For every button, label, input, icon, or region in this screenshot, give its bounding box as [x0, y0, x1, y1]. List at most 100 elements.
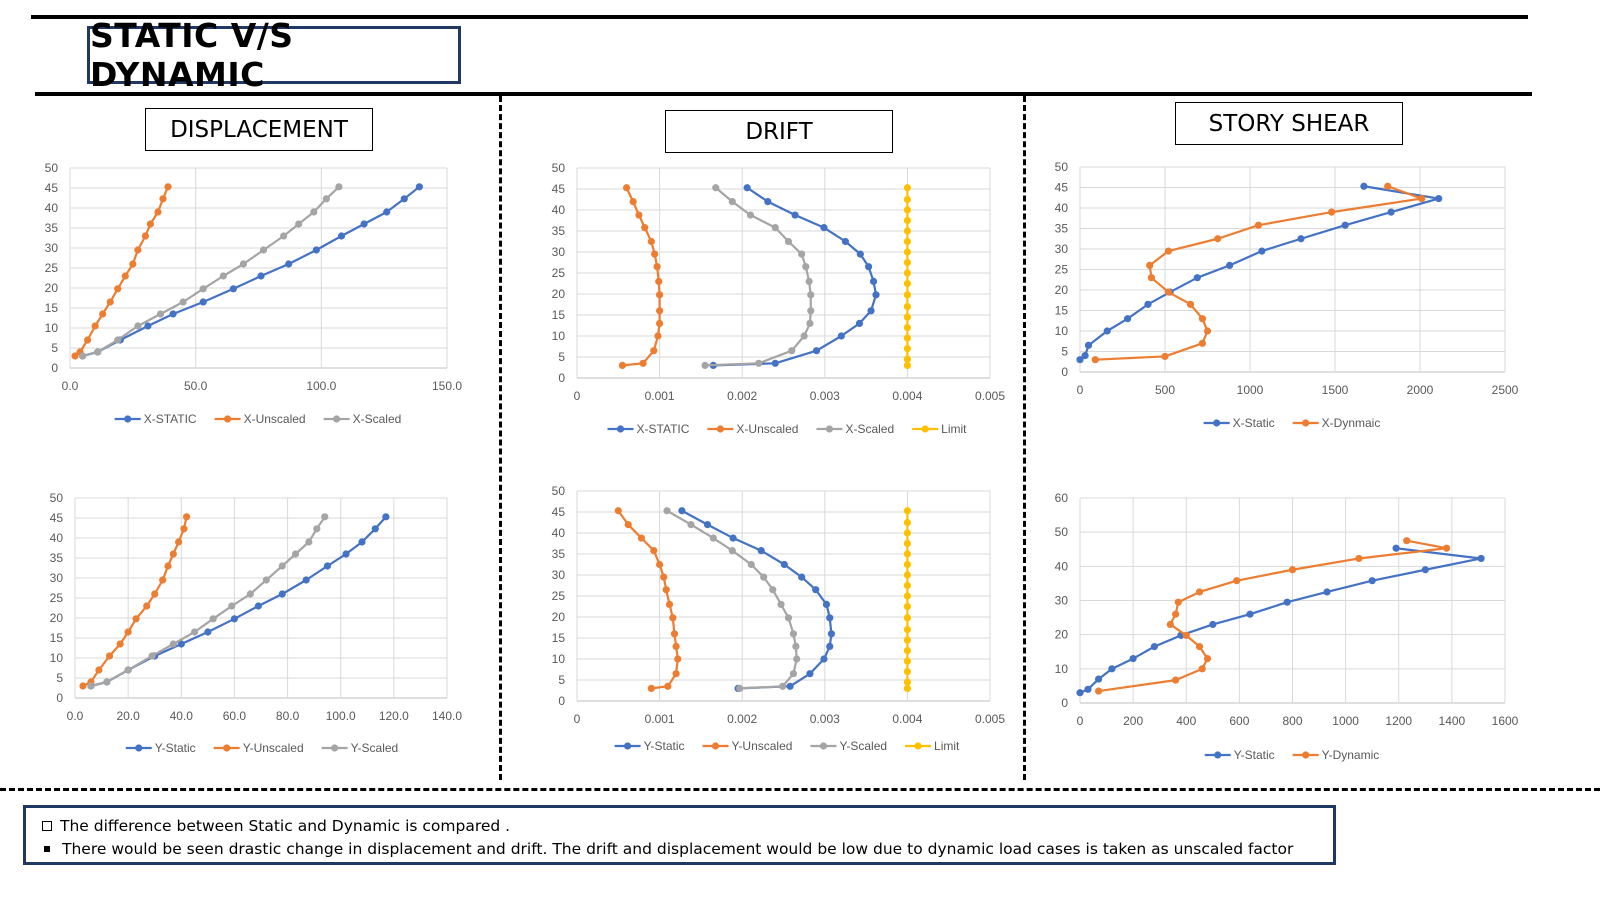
data-point [650, 547, 658, 555]
y-tick-label: 50 [552, 484, 566, 498]
legend: Y-Static Y-Unscaled Y-Scaled Limit [614, 739, 960, 753]
data-point [322, 195, 330, 203]
data-point [672, 642, 680, 650]
data-point [822, 600, 831, 608]
legend-item: Y-Static [125, 741, 196, 755]
data-point [1368, 577, 1376, 585]
x-tick-label: 0.003 [810, 389, 840, 403]
data-point [254, 602, 262, 610]
data-point [743, 184, 751, 192]
y-tick-label: 45 [45, 181, 59, 195]
data-point [239, 260, 248, 268]
legend-marker [331, 744, 339, 752]
legend-label: Limit [941, 422, 967, 436]
series-line [82, 186, 340, 358]
data-point [736, 684, 744, 692]
data-point [1166, 620, 1174, 629]
x-tick-label: 0.0 [62, 379, 79, 393]
data-point [116, 640, 124, 648]
data-point [903, 550, 911, 558]
legend-item: X-Dynmaic [1292, 416, 1380, 430]
data-point [1076, 689, 1084, 697]
y-tick-label: 40 [50, 531, 64, 545]
data-point [1186, 300, 1195, 308]
data-point [400, 195, 408, 203]
data-point [1198, 665, 1206, 673]
legend-marker [1302, 419, 1310, 427]
data-point [415, 183, 423, 191]
x-tick-label: 1000 [1332, 714, 1359, 728]
data-point [903, 560, 911, 569]
data-point [229, 285, 237, 293]
data-point [855, 319, 864, 327]
y-tick-label: 35 [552, 547, 566, 561]
legend-label: X-STATIC [637, 422, 690, 436]
data-point [1421, 566, 1429, 574]
data-point [637, 534, 646, 542]
data-point [169, 310, 177, 318]
legend-marker [914, 742, 922, 750]
legend-label: X-Scaled [845, 422, 894, 436]
data-point [337, 232, 346, 240]
data-point [159, 195, 167, 203]
data-point [1283, 598, 1291, 606]
y-tick-label: 50 [45, 161, 59, 175]
legend-label: X-Static [1233, 416, 1275, 430]
data-point [903, 334, 911, 342]
data-point [701, 361, 709, 369]
data-point [121, 272, 129, 280]
data-point [1403, 537, 1411, 545]
legend-item: X-Unscaled [214, 412, 306, 426]
data-point [1084, 341, 1093, 349]
data-point [291, 550, 300, 558]
data-point [310, 208, 318, 216]
data-point [1146, 261, 1154, 269]
data-point [903, 313, 911, 321]
data-point [903, 592, 911, 600]
data-point [618, 361, 627, 369]
data-point [1147, 274, 1155, 282]
data-point [1195, 588, 1204, 596]
data-point [259, 246, 268, 254]
y-tick-label: 30 [552, 245, 566, 259]
legend-item: Y-Scaled [810, 739, 887, 753]
data-point [757, 547, 765, 555]
data-point [903, 636, 911, 644]
x-tick-label: 60.0 [223, 709, 247, 723]
y-tick-label: 20 [45, 281, 59, 295]
data-point [151, 590, 159, 598]
data-point [806, 319, 814, 327]
data-point [1172, 676, 1180, 684]
data-point [1091, 356, 1099, 364]
legend-marker [223, 744, 231, 752]
legend-item: Y-Dynamic [1292, 748, 1379, 762]
x-tick-label: 20.0 [116, 709, 140, 723]
legend-item: X-Scaled [816, 422, 894, 436]
data-point [820, 655, 828, 663]
data-point [639, 359, 647, 367]
y-tick-label: 35 [1055, 222, 1069, 236]
data-point [154, 208, 162, 216]
data-point [903, 303, 911, 311]
data-point [156, 310, 165, 318]
data-point [257, 272, 265, 280]
series-line [1079, 185, 1440, 361]
data-point [653, 263, 661, 271]
data-point [903, 355, 911, 363]
data-point [780, 560, 788, 569]
data-point [784, 237, 793, 246]
data-point [903, 657, 911, 665]
data-point [1161, 352, 1169, 361]
data-point [656, 560, 664, 569]
data-point [305, 538, 313, 546]
y-tick-label: 20 [552, 287, 566, 301]
data-point [788, 347, 796, 355]
data-point [903, 507, 911, 515]
data-point [826, 614, 834, 622]
data-point [1203, 654, 1212, 663]
series-line [681, 509, 833, 690]
data-point [622, 184, 631, 192]
data-point [1297, 235, 1305, 243]
data-point [199, 298, 207, 306]
data-point [342, 550, 350, 558]
